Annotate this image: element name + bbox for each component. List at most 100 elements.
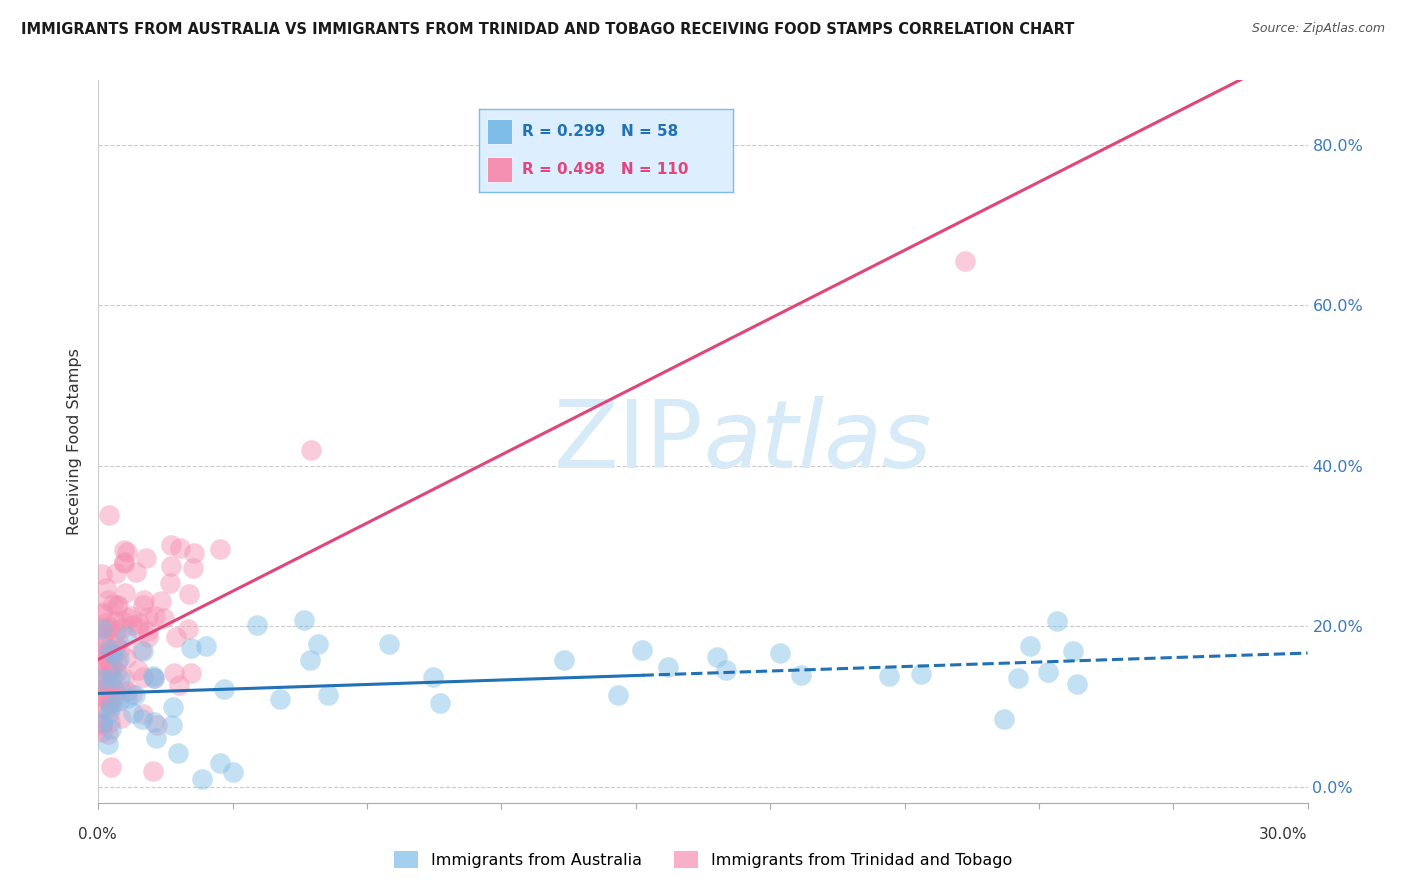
Point: [152, 611, 174, 625]
Point: [150, 594, 173, 608]
Point: [127, 621, 149, 635]
Point: [143, 609, 166, 624]
Point: [1036, 665, 1059, 680]
Point: [160, 718, 183, 732]
Point: [100, 760, 122, 774]
Point: [183, 546, 205, 560]
Point: [100, 644, 122, 658]
Point: [105, 665, 128, 679]
Point: [100, 722, 122, 736]
Text: IMMIGRANTS FROM AUSTRALIA VS IMMIGRANTS FROM TRINIDAD AND TOBAGO RECEIVING FOOD : IMMIGRANTS FROM AUSTRALIA VS IMMIGRANTS …: [21, 22, 1074, 37]
Point: [94, 702, 117, 716]
Text: atlas: atlas: [703, 396, 931, 487]
Point: [159, 575, 181, 590]
Point: [706, 649, 728, 664]
Point: [111, 621, 134, 635]
Text: R = 0.299   N = 58: R = 0.299 N = 58: [523, 124, 679, 139]
Point: [105, 693, 128, 707]
Legend: Immigrants from Australia, Immigrants from Trinidad and Tobago: Immigrants from Australia, Immigrants fr…: [388, 845, 1018, 874]
Y-axis label: Receiving Food Stamps: Receiving Food Stamps: [67, 348, 83, 535]
Point: [768, 646, 790, 660]
Point: [127, 664, 149, 678]
Point: [177, 587, 200, 601]
Text: R = 0.498   N = 110: R = 0.498 N = 110: [523, 162, 689, 178]
Point: [117, 611, 139, 625]
Point: [993, 712, 1015, 726]
Point: [553, 653, 575, 667]
Point: [91, 607, 114, 622]
Point: [114, 586, 136, 600]
Point: [98, 696, 121, 710]
Point: [93, 674, 115, 689]
Point: [91, 621, 114, 635]
Point: [103, 689, 125, 703]
Point: [124, 566, 146, 580]
Point: [101, 680, 124, 694]
Point: [716, 663, 738, 677]
Point: [1007, 671, 1029, 685]
Point: [115, 545, 138, 559]
Point: [91, 643, 114, 657]
Point: [131, 598, 153, 612]
Point: [97, 706, 120, 720]
Point: [142, 764, 165, 778]
Point: [953, 253, 976, 268]
Bar: [486, 157, 512, 182]
Point: [307, 637, 329, 651]
Point: [96, 582, 118, 596]
Bar: [486, 120, 512, 145]
Point: [101, 671, 124, 685]
Point: [108, 652, 131, 666]
Point: [180, 666, 202, 681]
Point: [121, 706, 143, 720]
Point: [160, 538, 183, 552]
Point: [101, 597, 124, 611]
Point: [100, 647, 122, 661]
Point: [100, 666, 122, 681]
Text: Source: ZipAtlas.com: Source: ZipAtlas.com: [1251, 22, 1385, 36]
Point: [299, 652, 322, 666]
Point: [97, 692, 120, 706]
Point: [100, 697, 122, 711]
Point: [132, 644, 155, 658]
Text: 30.0%: 30.0%: [1260, 827, 1308, 842]
Point: [135, 551, 157, 566]
Point: [167, 746, 190, 760]
Point: [136, 624, 159, 638]
Point: [910, 666, 932, 681]
Point: [100, 656, 122, 670]
Point: [91, 647, 114, 661]
Point: [107, 599, 129, 614]
Point: [91, 725, 114, 739]
Point: [136, 609, 159, 624]
Point: [132, 670, 155, 684]
Point: [91, 715, 114, 730]
Point: [132, 592, 155, 607]
Point: [96, 616, 118, 631]
Point: [115, 683, 138, 698]
Point: [142, 714, 165, 729]
Point: [105, 656, 128, 670]
Point: [110, 672, 132, 686]
Point: [96, 737, 118, 751]
Point: [98, 684, 121, 698]
Point: [112, 543, 135, 558]
Point: [91, 630, 114, 644]
Point: [124, 689, 146, 703]
Point: [630, 643, 652, 657]
Point: [1045, 614, 1067, 628]
Point: [129, 643, 152, 657]
Point: [180, 640, 202, 655]
Point: [121, 687, 143, 701]
Point: [100, 699, 122, 714]
Point: [97, 593, 120, 607]
Point: [142, 669, 165, 683]
Point: [108, 694, 131, 708]
Point: [101, 647, 124, 661]
Point: [97, 622, 120, 636]
Point: [101, 660, 124, 674]
Point: [97, 727, 120, 741]
Point: [91, 677, 114, 691]
Point: [104, 614, 127, 628]
Point: [163, 665, 186, 680]
